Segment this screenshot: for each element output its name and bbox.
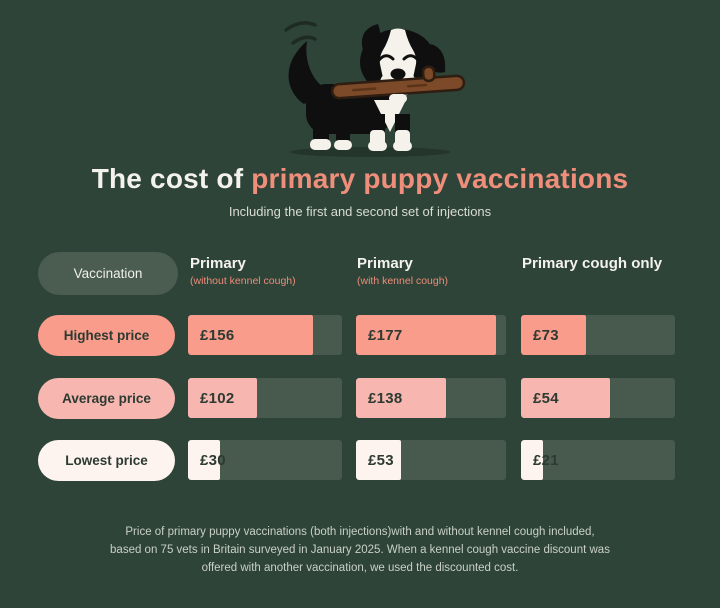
bar-value: £177	[368, 326, 403, 344]
bar-value: £21	[533, 451, 559, 469]
row-label-highest-price: Highest price	[38, 315, 175, 356]
bar-value: £53	[368, 451, 394, 469]
title-accent: primary puppy vaccinations	[251, 163, 629, 194]
stick-icon	[330, 65, 466, 100]
dog-paw	[334, 140, 352, 150]
bar-fill	[188, 315, 313, 355]
bar-value: £138	[368, 389, 403, 407]
row-label-text: Average price	[62, 391, 151, 406]
corner-label: Vaccination	[73, 266, 143, 281]
bar-fill	[521, 440, 543, 480]
border-collie-with-stick-icon	[284, 21, 466, 157]
footnote-line: Price of primary puppy vaccinations (bot…	[125, 526, 595, 538]
dog-ear-left	[361, 24, 381, 54]
bar-highest-cough-only: £73	[521, 315, 675, 355]
dog-paw	[393, 141, 412, 151]
footnote: Price of primary puppy vaccinations (bot…	[0, 524, 720, 577]
row-label-text: Lowest price	[65, 453, 148, 468]
column-header-primary-with: Primary (with kennel cough)	[357, 255, 448, 287]
bar-fill	[521, 315, 586, 355]
dog-nose	[390, 68, 406, 80]
bar-value: £73	[533, 326, 559, 344]
footnote-line: offered with another vaccination, we use…	[201, 561, 519, 574]
bar-fill	[521, 378, 611, 418]
bar-value: £30	[200, 451, 226, 469]
corner-label-pill: Vaccination	[38, 252, 178, 295]
bar-fill	[356, 378, 446, 418]
bar-lowest-cough-only: £21	[521, 440, 675, 480]
bar-value: £156	[200, 326, 235, 344]
column-subtitle: (with kennel cough)	[357, 275, 449, 287]
bar-highest-without: £156	[188, 315, 342, 355]
dog-illustration	[258, 10, 468, 160]
tail-wag-lines-icon	[284, 21, 317, 45]
bar-average-cough-only: £54	[521, 378, 675, 418]
bar-value: £54	[533, 389, 559, 407]
bar-lowest-with: £53	[356, 440, 506, 480]
dog-paw	[368, 141, 387, 151]
column-title: Primary	[190, 255, 246, 272]
bar-fill	[188, 440, 221, 480]
dog-hind-leg	[336, 120, 350, 146]
column-header-primary-without: Primary (without kennel cough)	[190, 255, 296, 287]
bar-fill	[356, 315, 496, 355]
row-label-lowest-price: Lowest price	[38, 440, 175, 481]
footnote-line: based on 75 vets in Britain surveyed in …	[110, 543, 610, 556]
title-plain: The cost of	[91, 163, 252, 194]
dog-face-blaze	[379, 28, 417, 78]
dog-eyes-closed	[377, 54, 420, 62]
column-subtitle: (without kennel cough)	[190, 275, 296, 287]
bar-average-with: £138	[356, 378, 506, 418]
row-label-average-price: Average price	[38, 378, 175, 419]
dog-paw	[310, 139, 331, 150]
bar-highest-with: £177	[356, 315, 506, 355]
dog-chin	[389, 94, 407, 103]
bar-fill	[188, 378, 258, 418]
column-title: Primary cough only	[522, 255, 663, 272]
bar-lowest-without: £30	[188, 440, 342, 480]
bar-average-without: £102	[188, 378, 342, 418]
bar-value: £102	[200, 389, 235, 407]
dog-chest	[374, 100, 406, 132]
page-title: The cost of primary puppy vaccinations	[0, 163, 720, 195]
page-subtitle: Including the first and second set of in…	[228, 204, 492, 219]
column-title: Primary	[357, 255, 413, 272]
bar-fill	[356, 440, 401, 480]
row-label-text: Highest price	[63, 328, 150, 343]
column-header-cough-only: Primary cough only	[522, 255, 662, 272]
dog-ear-right	[423, 44, 446, 73]
